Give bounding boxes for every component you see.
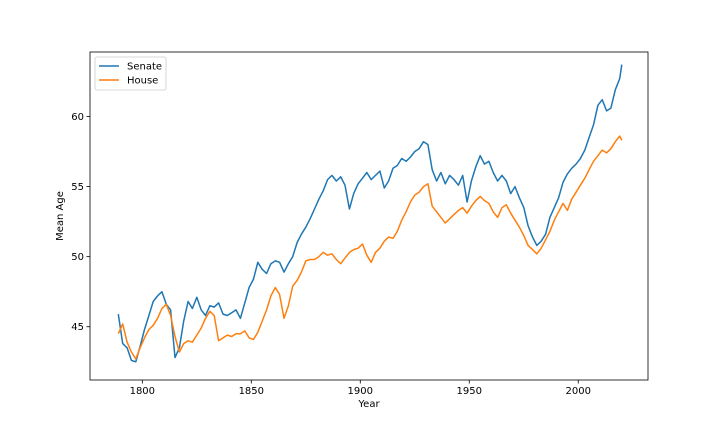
- x-axis-ticks: 1800 1850 1900 1950 2000: [130, 380, 591, 397]
- x-tick-label: 1900: [348, 386, 373, 397]
- x-tick-label: 1800: [130, 386, 155, 397]
- x-axis-label: Year: [357, 399, 380, 410]
- legend-label-senate: Senate: [127, 62, 162, 73]
- y-tick-label: 60: [71, 112, 84, 123]
- y-tick-label: 50: [71, 252, 84, 263]
- plot-frame: [89, 51, 649, 381]
- series-layer: [117, 64, 623, 363]
- legend: Senate House: [94, 56, 167, 91]
- series-line-senate: [117, 64, 623, 363]
- y-axis-ticks: 45 50 55 60: [71, 112, 90, 333]
- y-tick-label: 45: [71, 322, 84, 333]
- x-tick-label: 1950: [457, 386, 482, 397]
- legend-label-house: House: [127, 76, 158, 87]
- y-tick-label: 55: [71, 182, 84, 193]
- y-axis-label: Mean Age: [55, 191, 66, 241]
- x-tick-label: 2000: [566, 386, 591, 397]
- series-line-house: [117, 135, 623, 360]
- x-tick-label: 1850: [239, 386, 264, 397]
